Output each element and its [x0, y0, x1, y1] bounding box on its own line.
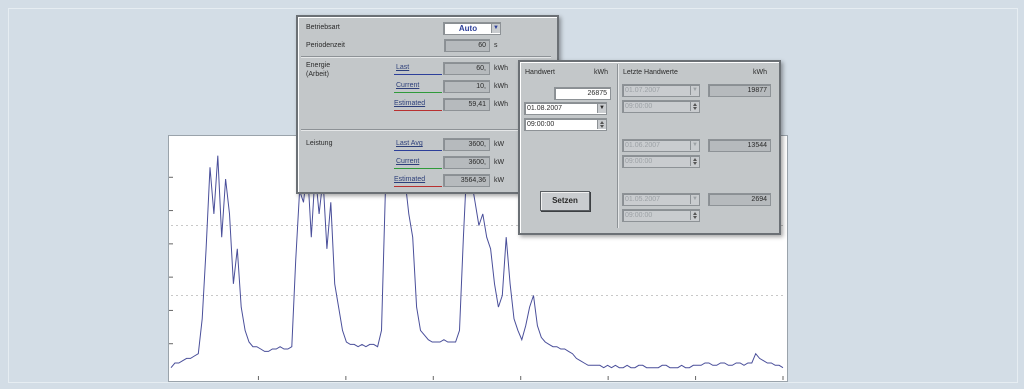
setzen-button-label: Setzen	[552, 196, 578, 205]
history-time: 09:00:00	[625, 158, 653, 165]
leistung-lastavg-line	[394, 150, 442, 151]
energie-estimated-value: 59,41	[468, 101, 486, 108]
history-date: 01.07.2007	[625, 87, 661, 94]
letzte-label: Letzte Handwerte	[623, 69, 678, 76]
leistung-estimated-unit: kW	[494, 177, 505, 184]
spinner-arrows-icon	[690, 211, 699, 220]
leistung-estimated-line	[394, 186, 442, 187]
chevron-down-icon: ▼	[690, 141, 699, 150]
chevron-down-icon: ▼	[690, 195, 699, 204]
energie-current-line	[394, 92, 442, 93]
energie-current-unit: kWh	[494, 83, 508, 90]
periodenzeit-unit: s	[494, 42, 498, 49]
handwert-unit: kWh	[594, 69, 608, 76]
energie-last-value: 60,	[476, 65, 486, 72]
energie-estimated-line	[394, 110, 442, 111]
vertical-separator	[617, 64, 619, 228]
separator	[301, 129, 551, 131]
history-time-field: 09:00:00	[622, 209, 700, 222]
chevron-down-icon[interactable]: ▼	[597, 104, 606, 113]
handwert-input[interactable]: 26875	[554, 87, 611, 100]
energy-panel: Betriebsart Auto ▼ Periodenzeit 60 s Ene…	[296, 15, 559, 194]
betriebsart-value: Auto	[458, 24, 478, 33]
history-value-field: 13544	[708, 139, 771, 152]
leistung-lastavg-field: 3600,	[443, 138, 490, 151]
chart-svg	[169, 143, 784, 380]
periodenzeit-value: 60	[478, 42, 486, 49]
history-value: 2694	[751, 196, 767, 203]
spinner-arrows-icon	[690, 157, 699, 166]
periodenzeit-field: 60	[444, 39, 490, 52]
history-time: 09:00:00	[625, 103, 653, 110]
energie-estimated-field: 59,41	[443, 98, 490, 111]
history-date-field: 01.07.2007 ▼	[622, 84, 700, 97]
leistung-estimated-value: 3564,36	[460, 177, 486, 184]
history-date-field: 01.05.2007 ▼	[622, 193, 700, 206]
history-time-field: 09:00:00	[622, 100, 700, 113]
energie-current-value: 10,	[476, 83, 486, 90]
manual-values-panel: Handwert kWh 26875 01.08.2007 ▼ 09:00:00…	[518, 60, 781, 235]
setzen-button[interactable]: Setzen	[540, 191, 590, 211]
energie-last-unit: kWh	[494, 65, 508, 72]
history-time-field: 09:00:00	[622, 155, 700, 168]
energie-last-field: 60,	[443, 62, 490, 75]
betriebsart-label: Betriebsart	[306, 24, 340, 31]
date-value: 01.08.2007	[527, 105, 563, 112]
leistung-current-label[interactable]: Current	[396, 158, 420, 165]
date-select[interactable]: 01.08.2007 ▼	[524, 102, 607, 115]
leistung-lastavg-unit: kW	[494, 141, 505, 148]
handwert-label: Handwert	[525, 69, 555, 76]
periodenzeit-label: Periodenzeit	[306, 42, 345, 49]
energie-sub-label: (Arbeit)	[306, 71, 329, 78]
leistung-current-unit: kW	[494, 159, 505, 166]
history-value: 19877	[747, 87, 767, 94]
separator	[301, 56, 551, 58]
history-date-field: 01.06.2007 ▼	[622, 139, 700, 152]
leistung-current-line	[394, 168, 442, 169]
energie-label: Energie	[306, 62, 331, 69]
energie-estimated-label[interactable]: Estimated	[394, 100, 426, 107]
leistung-current-field: 3600,	[443, 156, 490, 169]
chevron-down-icon[interactable]: ▼	[491, 24, 500, 33]
leistung-estimated-field: 3564,36	[443, 174, 490, 187]
time-value: 09:00:00	[527, 121, 555, 128]
spinner-arrows-icon	[690, 102, 699, 111]
chevron-down-icon: ▼	[690, 86, 699, 95]
handwert-value: 26875	[587, 90, 607, 97]
energie-current-field: 10,	[443, 80, 490, 93]
spinner-arrows-icon[interactable]	[597, 120, 606, 129]
series-line	[170, 143, 784, 369]
letzte-unit: kWh	[753, 69, 767, 76]
energie-last-label[interactable]: Last	[396, 64, 410, 71]
history-time: 09:00:00	[625, 212, 653, 219]
leistung-estimated-label[interactable]: Estimated	[394, 176, 426, 183]
history-date: 01.05.2007	[625, 196, 661, 203]
history-date: 01.06.2007	[625, 142, 661, 149]
leistung-current-value: 3600,	[468, 159, 486, 166]
energie-current-label[interactable]: Current	[396, 82, 420, 89]
leistung-label: Leistung	[306, 140, 333, 147]
energie-estimated-unit: kWh	[494, 101, 508, 108]
leistung-lastavg-value: 3600,	[468, 141, 486, 148]
time-spinner[interactable]: 09:00:00	[524, 118, 607, 131]
energie-last-line	[394, 74, 442, 75]
history-value: 13544	[747, 142, 767, 149]
betriebsart-select[interactable]: Auto ▼	[443, 22, 501, 35]
history-value-field: 2694	[708, 193, 771, 206]
history-value-field: 19877	[708, 84, 771, 97]
leistung-lastavg-label[interactable]: Last Avg	[396, 140, 423, 147]
